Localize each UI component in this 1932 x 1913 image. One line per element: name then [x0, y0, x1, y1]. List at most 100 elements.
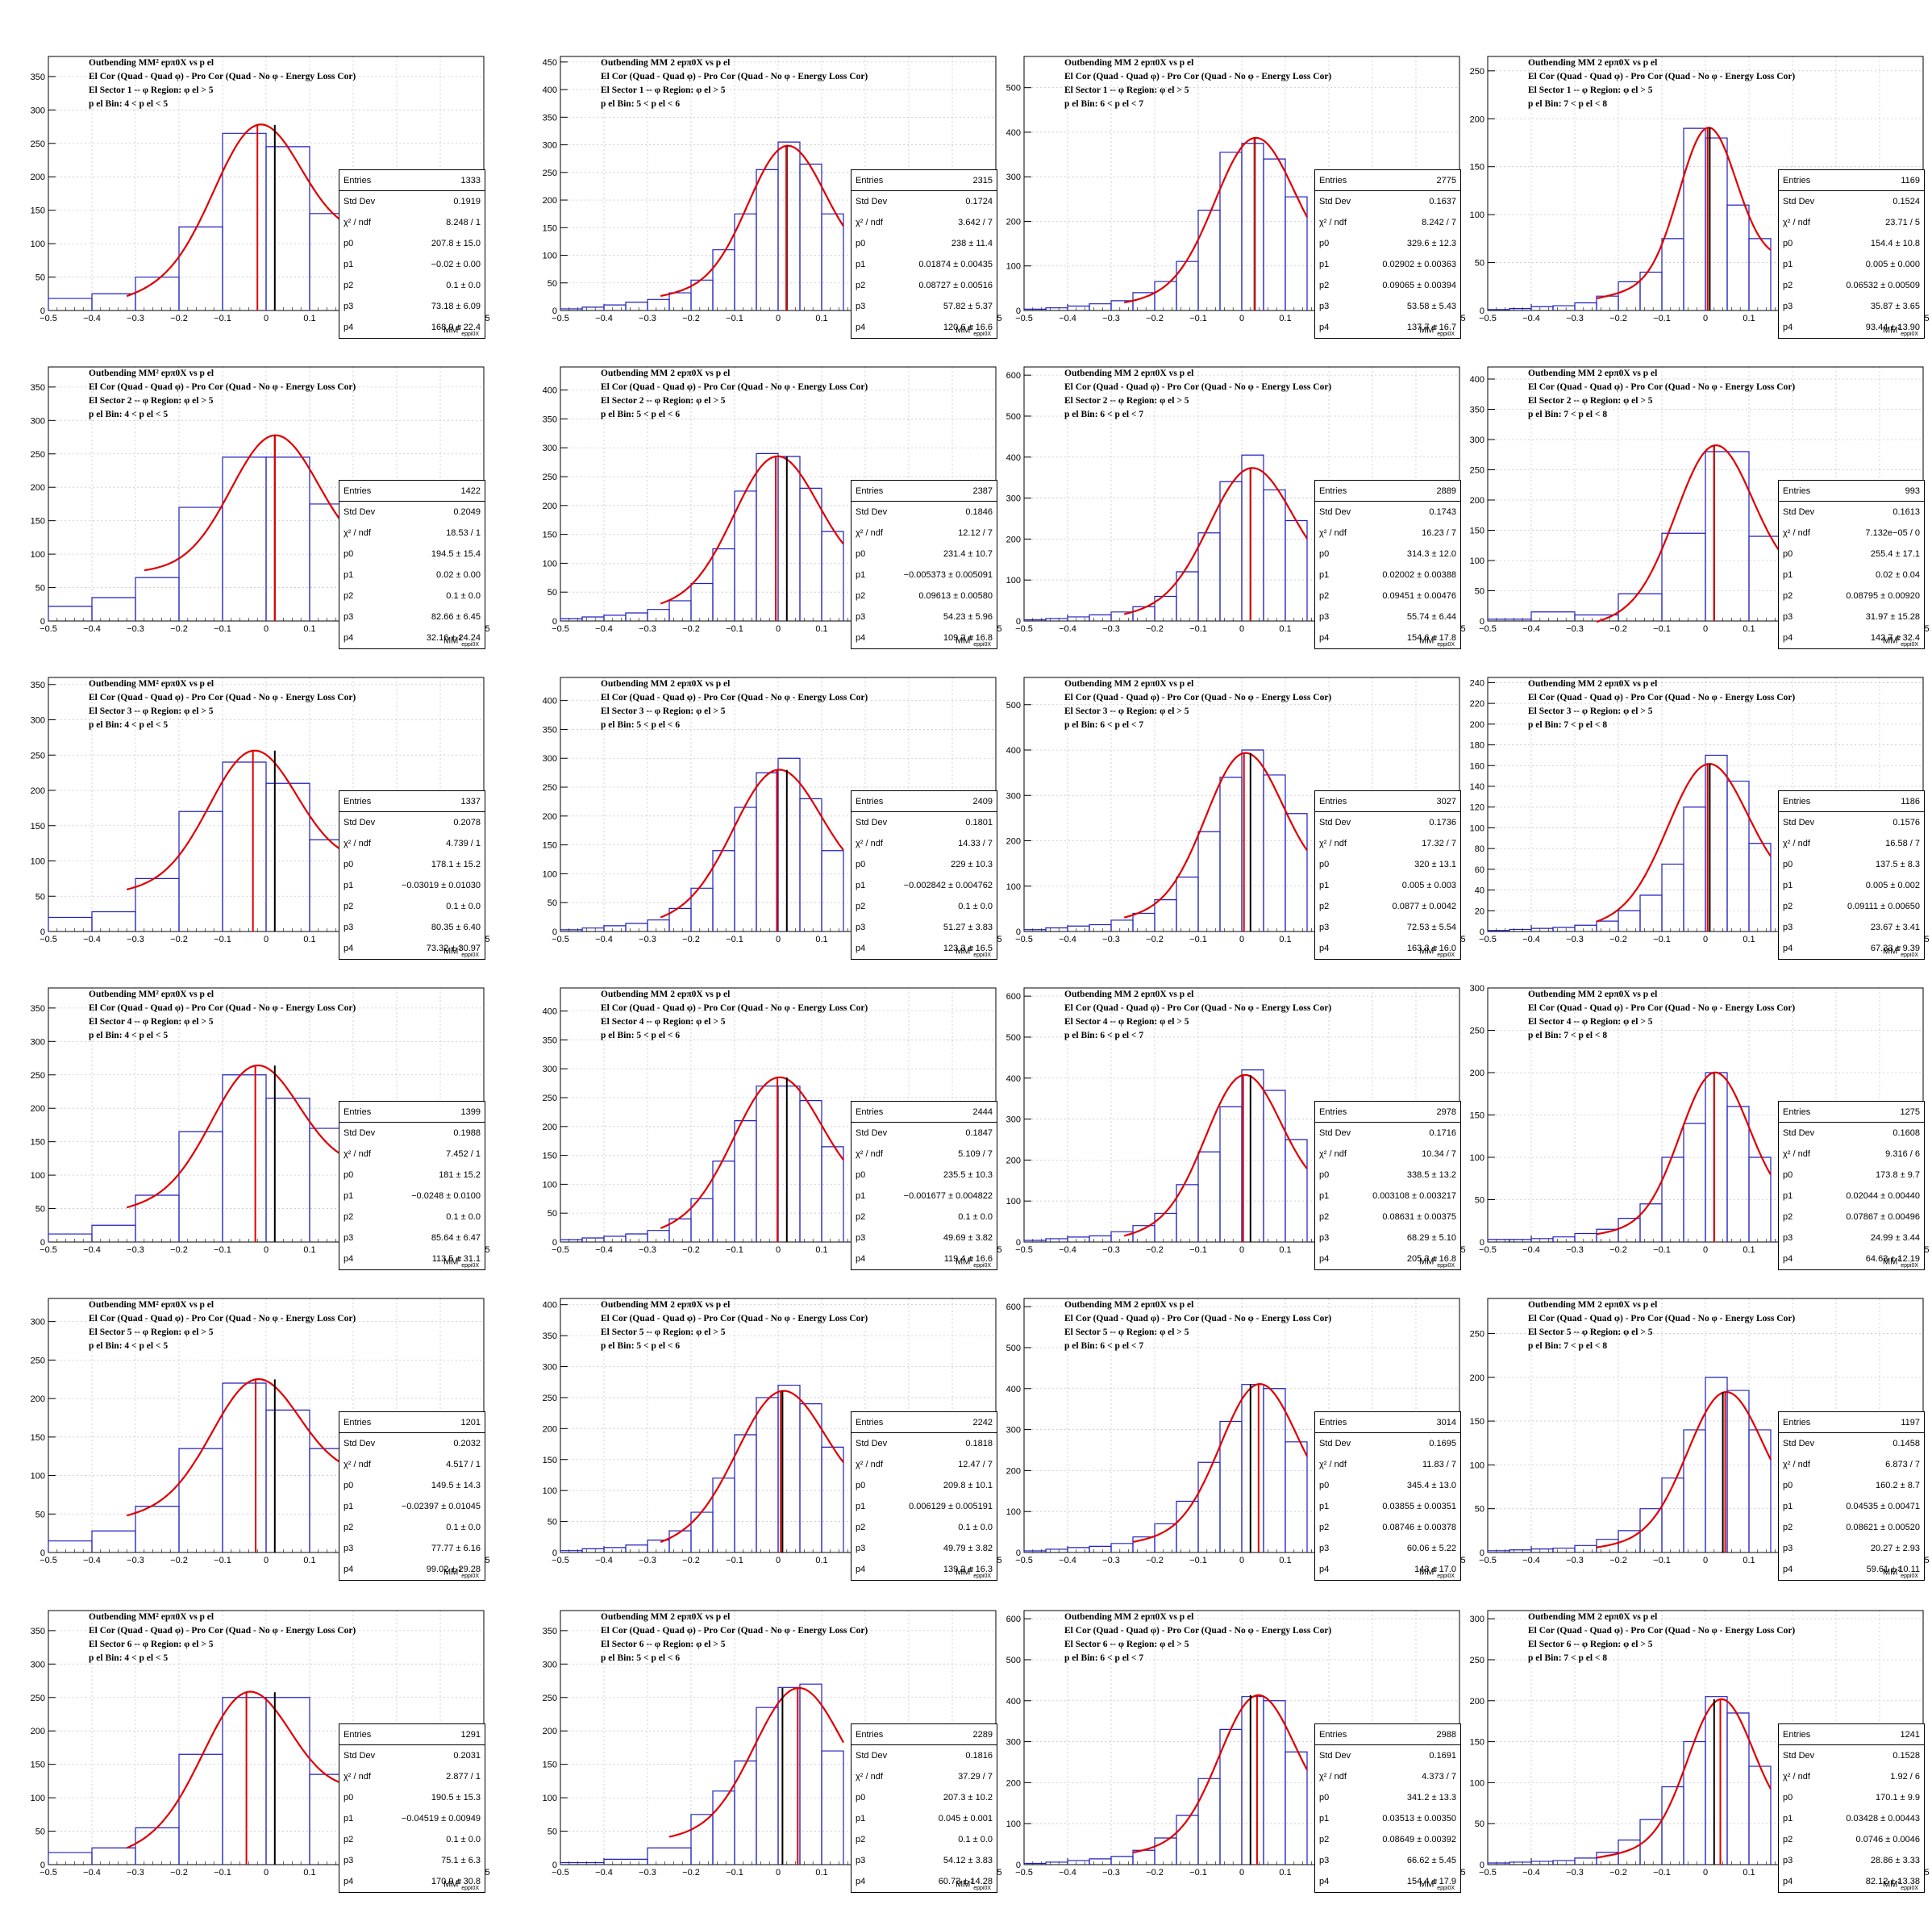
x-axis-label-sup: 2: [970, 1567, 974, 1573]
histogram-bin: [1067, 616, 1090, 621]
stats-label: χ² / ndf: [1783, 839, 1810, 848]
stats-row: p0 209.8 ± 10.1: [851, 1475, 997, 1496]
y-tick-label: 300: [1006, 791, 1021, 801]
x-axis-label-main: MM: [443, 1879, 459, 1890]
y-tick-label: 400: [543, 697, 557, 706]
x-tick-label: 0: [776, 1556, 781, 1565]
stats-label: p2: [1319, 281, 1330, 290]
stats-label: p2: [1319, 1523, 1330, 1532]
x-tick-label: −0.5: [1015, 314, 1033, 323]
stats-value: 2409: [972, 796, 993, 806]
stats-row: χ² / ndf 4.739 / 1: [339, 833, 485, 854]
stats-label: p1: [856, 260, 866, 269]
panel-title: Outbending MM 2 epπ0X vs p el El Cor (Qua…: [1528, 988, 1795, 1043]
y-tick-label: 100: [31, 1794, 45, 1803]
y-tick-label: 200: [543, 812, 557, 822]
histogram-bin: [1705, 137, 1728, 310]
stats-row: p3 55.74 ± 6.44: [1315, 606, 1460, 627]
histogram-bin: [91, 911, 136, 931]
x-axis-label-sub: eppi0X: [1437, 1573, 1455, 1579]
y-tick-label: 0: [40, 1861, 45, 1870]
histogram-bin: [135, 1827, 180, 1865]
stats-value: 0.1 ± 0.0: [958, 1523, 993, 1532]
x-tick-label: −0.4: [1059, 1245, 1076, 1255]
panel-title-line: Outbending MM² epπ0X vs p el: [89, 679, 214, 689]
stats-label: p4: [1783, 633, 1793, 643]
stats-label: p3: [856, 1233, 866, 1243]
panel-title-line: El Cor (Quad - Quad φ) - Pro Cor (Quad -…: [601, 1003, 868, 1013]
stats-label: p1: [856, 1502, 866, 1511]
x-axis-label: MM2eppi0X: [1883, 325, 1918, 337]
stats-row: p3 35.87 ± 3.65: [1779, 296, 1924, 317]
y-tick-label: 300: [31, 1318, 45, 1327]
histogram-bin: [135, 276, 180, 310]
histogram-bin: [1067, 1236, 1090, 1242]
panel-title-line: p el Bin: 5 < p el < 6: [601, 99, 681, 109]
stats-value: 35.87 ± 3.65: [1870, 302, 1920, 311]
stats-label: p1: [856, 1191, 866, 1201]
fit-curve: [126, 749, 354, 890]
stats-value: −0.02397 ± 0.01045: [401, 1502, 481, 1511]
stats-label: p0: [1319, 860, 1330, 869]
y-tick-label: 40: [1475, 886, 1484, 896]
stats-value: 0.04535 ± 0.00471: [1846, 1502, 1920, 1511]
stats-row: p0 137.5 ± 8.3: [1779, 854, 1924, 875]
stats-label: χ² / ndf: [1319, 839, 1347, 848]
histogram-bin: [1197, 210, 1221, 310]
stats-label: p2: [1783, 281, 1793, 290]
y-tick-label: 50: [35, 892, 45, 902]
y-tick-label: 250: [543, 1094, 557, 1103]
panel-title-line: El Cor (Quad - Quad φ) - Pro Cor (Quad -…: [601, 72, 868, 81]
panel-title-line: El Cor (Quad - Quad φ) - Pro Cor (Quad -…: [1064, 72, 1332, 81]
stats-row: p0 207.3 ± 10.2: [851, 1787, 997, 1808]
histogram-bin: [668, 1530, 692, 1552]
stats-label: p1: [856, 570, 866, 580]
x-axis-label: MM2eppi0X: [1419, 1567, 1455, 1579]
stats-value: 0.1637: [1429, 197, 1456, 206]
y-tick-label: 350: [543, 1627, 557, 1636]
histogram-bin: [1197, 1778, 1221, 1865]
stats-row: Entries 2289: [851, 1724, 997, 1745]
panel-title-line: El Cor (Quad - Quad φ) - Pro Cor (Quad -…: [1064, 1003, 1332, 1013]
x-tick-label: −0.5: [40, 1556, 57, 1565]
x-axis-label-sub: eppi0X: [1901, 641, 1919, 648]
histogram-bin: [625, 923, 648, 931]
stats-value: 2775: [1436, 175, 1456, 185]
stats-row: p0 329.6 ± 12.3: [1315, 233, 1460, 254]
stats-row: p1 −0.001677 ± 0.004822: [851, 1186, 997, 1207]
x-axis-label-sup: 2: [1897, 1879, 1901, 1885]
panel-title: Outbending MM 2 epπ0X vs p el El Cor (Qua…: [1528, 367, 1795, 422]
stats-value: 93.44 ± 13.90: [1865, 323, 1920, 332]
histogram-bin: [222, 456, 267, 621]
stats-value: −0.005373 ± 0.005091: [903, 570, 993, 580]
histogram-bin: [1110, 1231, 1134, 1242]
stats-value: 2242: [972, 1417, 993, 1427]
histogram-bin: [1726, 1390, 1750, 1552]
y-tick-label: 80: [1475, 844, 1484, 854]
stats-value: 49.69 ± 3.82: [943, 1233, 993, 1243]
stats-value: 1197: [1901, 1417, 1920, 1427]
x-axis-label: MM2eppi0X: [1883, 1257, 1918, 1269]
stats-row: p0 160.2 ± 8.7: [1779, 1475, 1924, 1496]
panel-title-line: El Sector 1 -- φ Region: φ el > 5: [1528, 85, 1653, 95]
x-tick-label: −0.4: [83, 935, 101, 944]
stats-row: Std Dev 0.1724: [851, 191, 997, 212]
stats-value: 80.35 ± 6.40: [431, 923, 481, 932]
histogram-bin: [1089, 1545, 1112, 1552]
x-tick-label: −0.2: [682, 1245, 700, 1255]
panel-title: Outbending MM 2 epπ0X vs p el El Cor (Qua…: [601, 988, 868, 1043]
x-axis-label-main: MM: [956, 1879, 971, 1890]
y-tick-label: 350: [543, 725, 557, 735]
x-axis-label-sub: eppi0X: [1901, 1885, 1919, 1891]
panel-title-line: El Sector 6 -- φ Region: φ el > 5: [601, 1640, 726, 1649]
stats-row: χ² / ndf 4.373 / 7: [1315, 1766, 1460, 1787]
panel-title: Outbending MM 2 epπ0X vs p el El Cor (Qua…: [1064, 1611, 1331, 1665]
x-tick-label: 0: [776, 935, 781, 944]
histogram-bin: [1285, 196, 1308, 310]
x-tick-label: 0: [1239, 1868, 1244, 1878]
x-axis-label-main: MM: [1883, 1257, 1898, 1267]
y-tick-label: 250: [31, 751, 45, 761]
x-axis-label-main: MM: [1883, 946, 1898, 956]
stats-label: Entries: [856, 1729, 884, 1740]
histogram-bin: [756, 772, 779, 931]
